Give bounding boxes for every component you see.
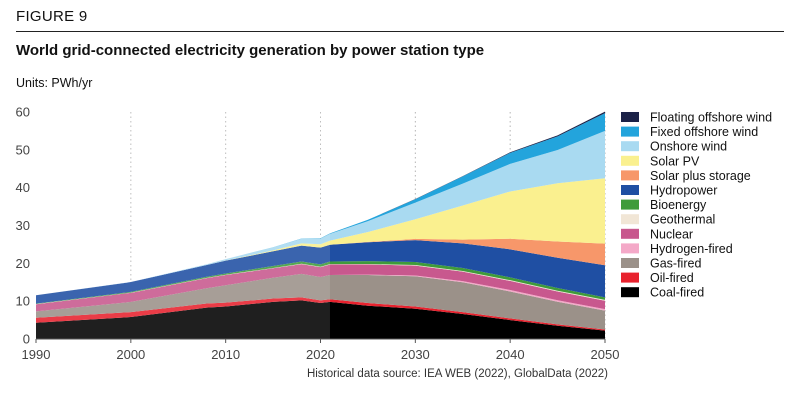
header-divider	[16, 31, 784, 32]
legend-label-fixed-offshore-wind: Fixed offshore wind	[650, 125, 758, 139]
y-tick-label: 0	[23, 332, 30, 347]
area-coal-fired	[36, 300, 605, 339]
x-tick-label: 2030	[401, 347, 430, 362]
legend-swatch-floating-offshore-wind	[621, 112, 639, 122]
figure-label: FIGURE 9	[16, 8, 88, 25]
y-tick-label: 40	[16, 180, 30, 195]
area-solar-plus-storage	[36, 238, 605, 296]
x-tick-label: 2020	[306, 347, 335, 362]
legend-swatch-fixed-offshore-wind	[621, 126, 639, 137]
y-tick-label: 60	[16, 105, 30, 120]
area-oil-fired	[36, 297, 605, 331]
legend-swatch-solar-plus-storage	[621, 170, 639, 181]
legend-label-bioenergy: Bioenergy	[650, 198, 707, 212]
legend-swatch-coal-fired	[621, 287, 639, 298]
units-label: Units: PWh/yr	[16, 76, 93, 90]
axes: 1990 2000 2010 2020 2030 2040 2050010203040506…	[16, 105, 620, 363]
area-solar-pv	[36, 178, 605, 296]
legend-label-oil-fired: Oil-fired	[650, 271, 694, 285]
historical-period-shade	[36, 112, 330, 339]
y-tick-label: 30	[16, 218, 30, 233]
x-tick-label: 2050	[591, 347, 620, 362]
y-tick-label: 20	[16, 256, 30, 271]
area-nuclear	[36, 264, 605, 312]
x-tick-label: 2010	[211, 347, 240, 362]
legend-label-solar-pv: Solar PV	[650, 154, 700, 168]
legend-label-floating-offshore-wind: Floating offshore wind	[650, 111, 772, 125]
legend-swatch-geothermal	[621, 214, 639, 225]
source-note: Historical data source: IEA WEB (2022), …	[306, 368, 608, 380]
legend-label-geothermal: Geothermal	[650, 213, 715, 227]
legend-label-gas-fired: Gas-fired	[650, 257, 701, 271]
legend-swatch-oil-fired	[621, 272, 639, 283]
area-hydropower	[36, 240, 605, 304]
legend-label-nuclear: Nuclear	[650, 227, 693, 241]
legend-swatch-bioenergy	[621, 199, 639, 210]
legend-swatch-solar-pv	[621, 155, 639, 166]
legend-label-hydrogen-fired: Hydrogen-fired	[650, 242, 733, 256]
x-tick-label: 2040	[496, 347, 525, 362]
x-tick-label: 1990	[22, 347, 51, 362]
x-tick-label: 2000	[116, 347, 145, 362]
legend-label-onshore-wind: Onshore wind	[650, 140, 727, 154]
legend-swatch-nuclear	[621, 228, 639, 239]
chart-title: World grid-connected electricity generat…	[16, 42, 485, 59]
legend-label-hydropower: Hydropower	[650, 184, 717, 198]
legend-label-coal-fired: Coal-fired	[650, 286, 704, 300]
legend-swatch-hydrogen-fired	[621, 243, 639, 254]
area-series	[36, 111, 605, 339]
y-tick-label: 10	[16, 294, 30, 309]
area-gas-fired	[36, 273, 605, 330]
legend-swatch-gas-fired	[621, 258, 639, 268]
legend-swatch-onshore-wind	[621, 141, 639, 152]
legend-label-solar-plus-storage: Solar plus storage	[650, 169, 751, 183]
y-tick-label: 50	[16, 142, 30, 157]
legend-swatch-hydropower	[621, 185, 639, 195]
